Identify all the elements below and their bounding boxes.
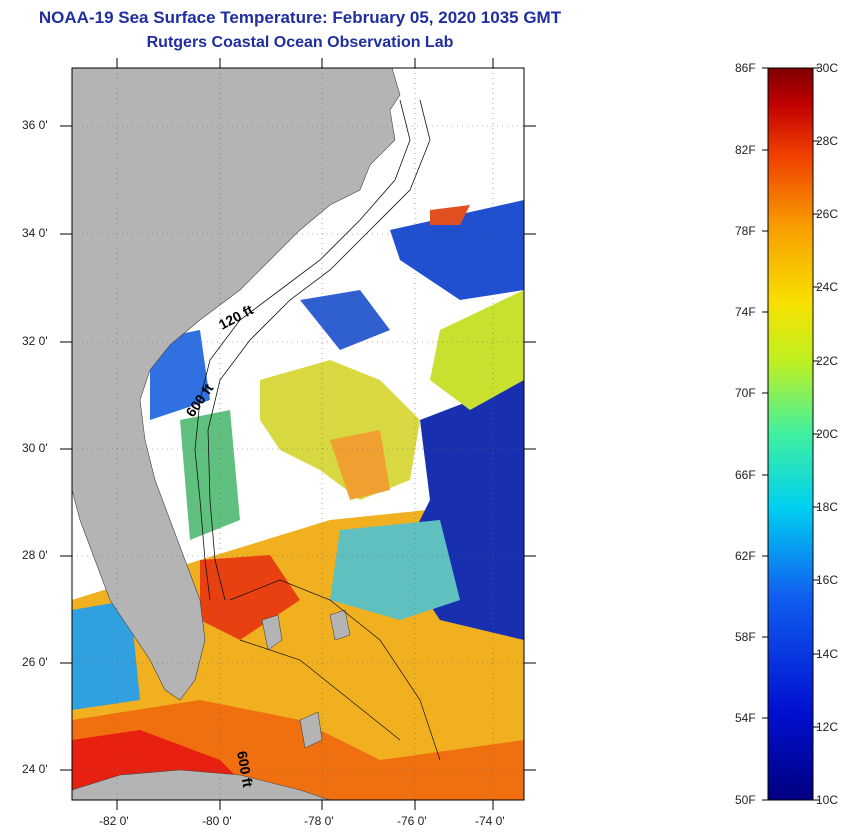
island-bahamas-1	[261, 614, 283, 651]
sst-gulf-cool	[72, 600, 140, 710]
island-bahamas-2	[299, 711, 323, 749]
sst-hot-patch	[200, 555, 300, 640]
colorbar-label-c: 30C	[816, 61, 839, 75]
sst-gulfstream-patch	[430, 205, 470, 225]
colorbar-label-c: 26C	[816, 207, 839, 221]
lat-label: 24 0'	[22, 762, 48, 776]
sst-mixed-patch	[330, 520, 460, 620]
landmass-us	[72, 68, 401, 701]
colorbar-label-f: 54F	[735, 711, 756, 725]
colorbar-label-f: 82F	[735, 143, 756, 157]
colorbar-ticks	[762, 67, 819, 801]
colorbar-label-c: 20C	[816, 427, 839, 441]
sst-cool-northeast	[390, 200, 524, 300]
graticule	[72, 68, 524, 800]
sst-coastal-cool	[150, 330, 210, 420]
map-frame	[71, 67, 525, 801]
colorbar-label-c: 28C	[816, 134, 839, 148]
lon-label: -82 0'	[99, 814, 129, 828]
sst-mild-east	[430, 290, 524, 410]
colorbar-label-f: 70F	[735, 386, 756, 400]
colorbar-label-f: 58F	[735, 630, 756, 644]
lat-label: 32 0'	[22, 334, 48, 348]
contour-120ft	[194, 99, 411, 601]
map-title: NOAA-19 Sea Surface Temperature: Februar…	[38, 8, 562, 27]
colorbar-label-f: 74F	[735, 305, 756, 319]
sst-central-warm	[330, 430, 390, 500]
contour-bahamas-bank	[229, 579, 441, 761]
colorbar-label-c: 18C	[816, 500, 839, 514]
colorbar-label-f: 78F	[735, 224, 756, 238]
lat-label: 30 0'	[22, 441, 48, 455]
lon-label: -80 0'	[202, 814, 232, 828]
frame-ticks	[60, 58, 536, 810]
colorbar-label-c: 10C	[816, 793, 839, 807]
sst-shelf-mild	[180, 410, 240, 540]
colorbar-label-c: 22C	[816, 354, 839, 368]
map-subtitle: Rutgers Coastal Ocean Observation Lab	[146, 34, 454, 51]
contour-label-600ft-south: 600 ft	[234, 750, 256, 789]
map-layer	[72, 68, 524, 800]
colorbar-label-f: 66F	[735, 468, 756, 482]
contour-600ft	[207, 99, 431, 601]
sst-central-cool	[300, 290, 390, 350]
lon-label: -74 0'	[475, 814, 505, 828]
colorbar-label-c: 14C	[816, 647, 839, 661]
lon-label: -78 0'	[304, 814, 334, 828]
colorbar-label-f: 62F	[735, 549, 756, 563]
colorbar-gradient	[767, 67, 814, 801]
island-bahamas-3	[329, 609, 351, 641]
lat-label: 26 0'	[22, 655, 48, 669]
lat-label: 34 0'	[22, 226, 48, 240]
lat-label: 36 0'	[22, 118, 48, 132]
colorbar-label-f: 86F	[735, 61, 756, 75]
colorbar-label-c: 12C	[816, 720, 839, 734]
colorbar-label-c: 16C	[816, 573, 839, 587]
lat-label: 28 0'	[22, 548, 48, 562]
lon-label: -76 0'	[397, 814, 427, 828]
colorbar-label-c: 24C	[816, 280, 839, 294]
colorbar-label-f: 50F	[735, 793, 756, 807]
contour-bahamas-bank-2	[239, 639, 401, 741]
landmass-cuba	[72, 769, 331, 800]
